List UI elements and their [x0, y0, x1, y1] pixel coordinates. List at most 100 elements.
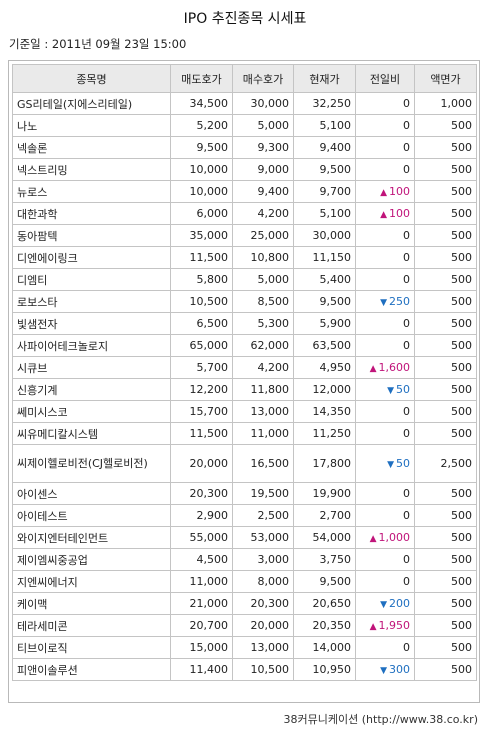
- triangle-up-icon: ▲: [380, 210, 387, 220]
- current-price-cell: 14,350: [293, 400, 356, 423]
- sell-quote-cell: 5,800: [170, 268, 233, 291]
- face-value-cell: 2,500: [414, 444, 477, 483]
- table-row: 동아팜텍 35,000 25,000 30,000 0 500: [12, 224, 477, 247]
- current-price-cell: 9,500: [293, 570, 356, 593]
- triangle-down-icon: ▼: [380, 298, 387, 308]
- stock-name-cell: 디엔에이링크: [12, 246, 171, 269]
- face-value-cell: 500: [414, 482, 477, 505]
- stock-name-cell: 아이센스: [12, 482, 171, 505]
- change-value: 250: [389, 295, 410, 308]
- change-value: 0: [403, 251, 410, 264]
- current-price-cell: 17,800: [293, 444, 356, 483]
- change-value: 50: [396, 383, 410, 396]
- triangle-up-icon: ▲: [369, 534, 377, 544]
- change-cell: 0: [355, 158, 415, 181]
- stock-name-cell: 지엔씨에너지: [12, 570, 171, 593]
- current-price-cell: 54,000: [293, 526, 356, 549]
- change-cell: 0: [355, 570, 415, 593]
- buy-quote-cell: 16,500: [232, 444, 294, 483]
- table-row: 디엠티 5,800 5,000 5,400 0 500: [12, 268, 477, 291]
- table-row: 뉴로스 10,000 9,400 9,700 ▲ 100 500: [12, 180, 477, 203]
- change-cell: 0: [355, 246, 415, 269]
- current-price-cell: 2,700: [293, 504, 356, 527]
- change-cell: 0: [355, 334, 415, 357]
- change-value: 100: [389, 185, 410, 198]
- face-value-cell: 1,000: [414, 92, 477, 115]
- stock-name-cell: 아이테스트: [12, 504, 171, 527]
- change-cell: ▼ 50: [355, 378, 415, 401]
- buy-quote-cell: 9,400: [232, 180, 294, 203]
- triangle-up-icon: ▲: [380, 188, 387, 198]
- stock-name-cell: 피앤이솔루션: [12, 658, 171, 681]
- current-price-cell: 10,950: [293, 658, 356, 681]
- change-cell: 0: [355, 224, 415, 247]
- buy-quote-cell: 8,500: [232, 290, 294, 313]
- face-value-cell: 500: [414, 592, 477, 615]
- change-value: 100: [389, 207, 410, 220]
- face-value-cell: 500: [414, 246, 477, 269]
- buy-quote-cell: 13,000: [232, 636, 294, 659]
- change-cell: 0: [355, 136, 415, 159]
- face-value-cell: 500: [414, 614, 477, 637]
- stock-name-cell: 제이엠씨중공업: [12, 548, 171, 571]
- change-value: 0: [403, 641, 410, 654]
- table-row: 아이테스트 2,900 2,500 2,700 0 500: [12, 504, 477, 527]
- buy-quote-cell: 3,000: [232, 548, 294, 571]
- sell-quote-cell: 4,500: [170, 548, 233, 571]
- change-cell: 0: [355, 504, 415, 527]
- face-value-cell: 500: [414, 158, 477, 181]
- table-row: 씨유메디칼시스템 11,500 11,000 11,250 0 500: [12, 422, 477, 445]
- table-row: 사파이어테크놀로지 65,000 62,000 63,500 0 500: [12, 334, 477, 357]
- face-value-cell: 500: [414, 334, 477, 357]
- table-row: 지엔씨에너지 11,000 8,000 9,500 0 500: [12, 570, 477, 593]
- sell-quote-cell: 20,300: [170, 482, 233, 505]
- buy-quote-cell: 11,000: [232, 422, 294, 445]
- quote-table: 종목명 매도호가 매수호가 현재가 전일비 액면가 GS리테일(지에스리테일) 3…: [12, 64, 477, 681]
- stock-name-cell: 대한과학: [12, 202, 171, 225]
- table-row: 쎄미시스코 15,700 13,000 14,350 0 500: [12, 400, 477, 423]
- face-value-cell: 500: [414, 356, 477, 379]
- stock-name-cell: 씨제이헬로비전(CJ헬로비전): [12, 444, 171, 483]
- stock-name-cell: 디엠티: [12, 268, 171, 291]
- header-price: 현재가: [293, 64, 356, 93]
- change-cell: 0: [355, 636, 415, 659]
- sell-quote-cell: 15,700: [170, 400, 233, 423]
- change-value: 0: [403, 97, 410, 110]
- sell-quote-cell: 15,000: [170, 636, 233, 659]
- buy-quote-cell: 62,000: [232, 334, 294, 357]
- stock-name-cell: 동아팜텍: [12, 224, 171, 247]
- face-value-cell: 500: [414, 312, 477, 335]
- face-value-cell: 500: [414, 224, 477, 247]
- sell-quote-cell: 5,200: [170, 114, 233, 137]
- sell-quote-cell: 10,000: [170, 158, 233, 181]
- stock-name-cell: 시큐브: [12, 356, 171, 379]
- sell-quote-cell: 12,200: [170, 378, 233, 401]
- stock-name-cell: 사파이어테크놀로지: [12, 334, 171, 357]
- table-row: 아이센스 20,300 19,500 19,900 0 500: [12, 482, 477, 505]
- table-row: GS리테일(지에스리테일) 34,500 30,000 32,250 0 1,000: [12, 92, 477, 115]
- sell-quote-cell: 11,000: [170, 570, 233, 593]
- current-price-cell: 3,750: [293, 548, 356, 571]
- change-cell: 0: [355, 400, 415, 423]
- current-price-cell: 9,500: [293, 290, 356, 313]
- current-price-cell: 19,900: [293, 482, 356, 505]
- sell-quote-cell: 55,000: [170, 526, 233, 549]
- sell-quote-cell: 21,000: [170, 592, 233, 615]
- face-value-cell: 500: [414, 422, 477, 445]
- current-price-cell: 11,250: [293, 422, 356, 445]
- triangle-down-icon: ▼: [387, 460, 394, 470]
- stock-name-cell: 신흥기계: [12, 378, 171, 401]
- face-value-cell: 500: [414, 400, 477, 423]
- change-cell: ▼ 50: [355, 444, 415, 483]
- stock-name-cell: 빛샘전자: [12, 312, 171, 335]
- table-row: 케이맥 21,000 20,300 20,650 ▼ 200 500: [12, 592, 477, 615]
- table-row: 넥스트리밍 10,000 9,000 9,500 0 500: [12, 158, 477, 181]
- sell-quote-cell: 11,400: [170, 658, 233, 681]
- table-row: 나노 5,200 5,000 5,100 0 500: [12, 114, 477, 137]
- current-price-cell: 30,000: [293, 224, 356, 247]
- change-cell: 0: [355, 268, 415, 291]
- buy-quote-cell: 20,000: [232, 614, 294, 637]
- change-value: 0: [403, 427, 410, 440]
- change-cell: ▲ 100: [355, 180, 415, 203]
